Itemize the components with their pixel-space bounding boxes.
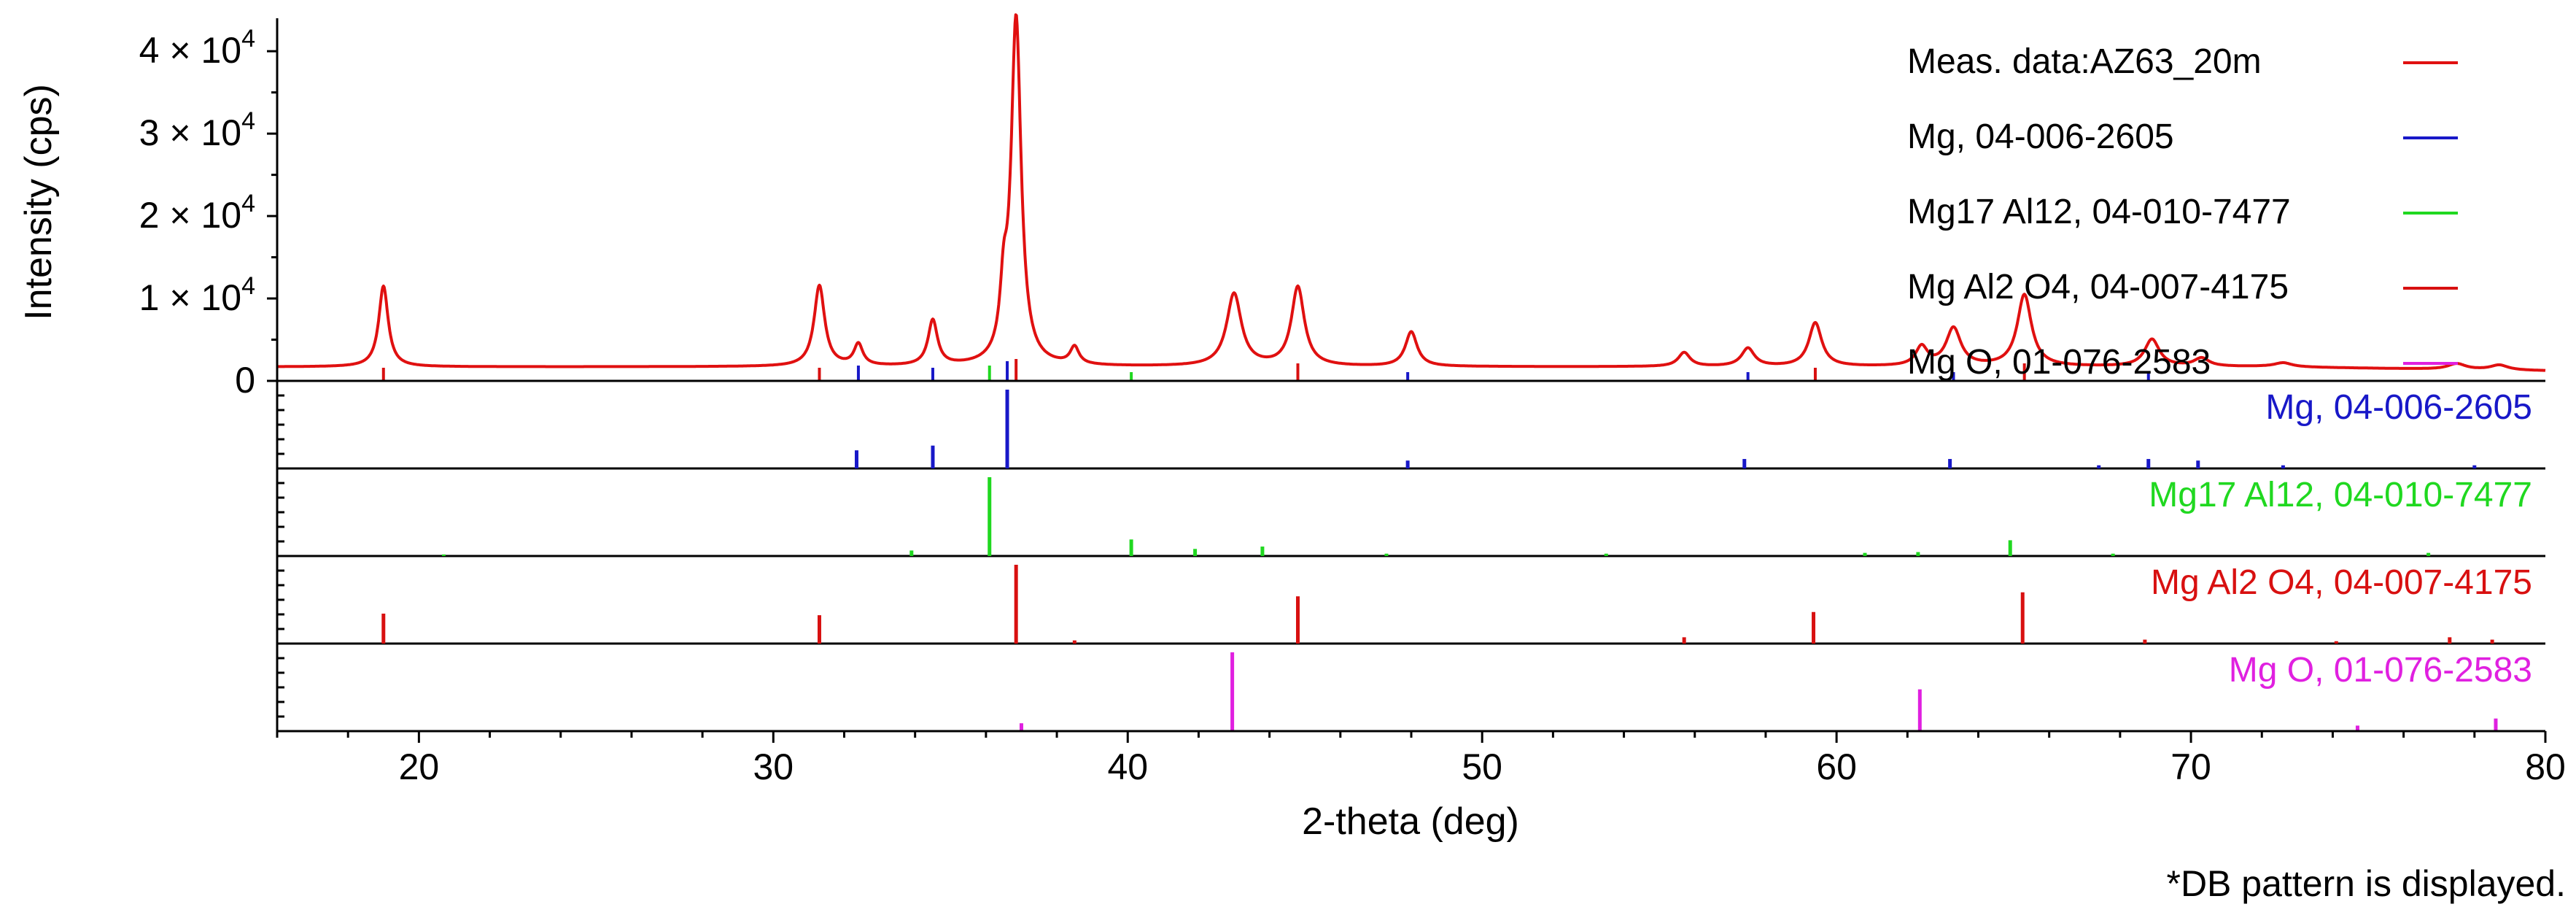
legend-entry-label: Mg17 Al12, 04-010-7477	[1907, 193, 2291, 231]
footnote: *DB pattern is displayed.	[2166, 863, 2566, 904]
x-tick-label: 70	[2170, 746, 2211, 787]
x-tick-label: 20	[399, 746, 440, 787]
x-tick-label: 30	[753, 746, 794, 787]
panel-label: Mg O, 01-076-2583	[2229, 651, 2532, 690]
panel-label: Mg17 Al12, 04-010-7477	[2149, 476, 2532, 514]
y-tick-label: 0	[235, 360, 255, 401]
main-pattern-panel	[276, 13, 2546, 381]
legend-entry-label: Meas. data:AZ63_20m	[1907, 42, 2262, 81]
y-tick-label: 3 × 104	[139, 107, 255, 153]
y-tick-label: 1 × 104	[139, 272, 255, 318]
x-tick-label: 40	[1107, 746, 1148, 787]
panel-label: Mg, 04-006-2605	[2265, 388, 2532, 427]
legend-entry-label: Mg Al2 O4, 04-007-4175	[1907, 268, 2289, 306]
x-tick-label: 80	[2525, 746, 2566, 787]
x-tick-label: 60	[1816, 746, 1857, 787]
axes-layer: 2-theta (deg) Intensity (cps) *DB patter…	[18, 18, 2566, 904]
reference-panels: Mg, 04-006-2605 Mg17 Al12, 04-010-7477 Mg …	[277, 388, 2545, 731]
y-tick-label: 2 × 104	[139, 190, 255, 236]
legend-entry-label: Mg O, 01-076-2583	[1907, 343, 2211, 382]
x-tick-label: 50	[1462, 746, 1502, 787]
measured-pattern-line	[276, 13, 2546, 372]
y-tick-label: 4 × 104	[139, 25, 255, 71]
legend-entry-label: Mg, 04-006-2605	[1907, 117, 2174, 156]
x-axis-title: 2-theta (deg)	[1302, 800, 1519, 843]
legend: Meas. data:AZ63_20m Mg, 04-006-2605 Mg17 A…	[1907, 42, 2458, 382]
panel-label: Mg Al2 O4, 04-007-4175	[2151, 563, 2532, 602]
y-axis-title: Intensity (cps)	[18, 84, 60, 320]
